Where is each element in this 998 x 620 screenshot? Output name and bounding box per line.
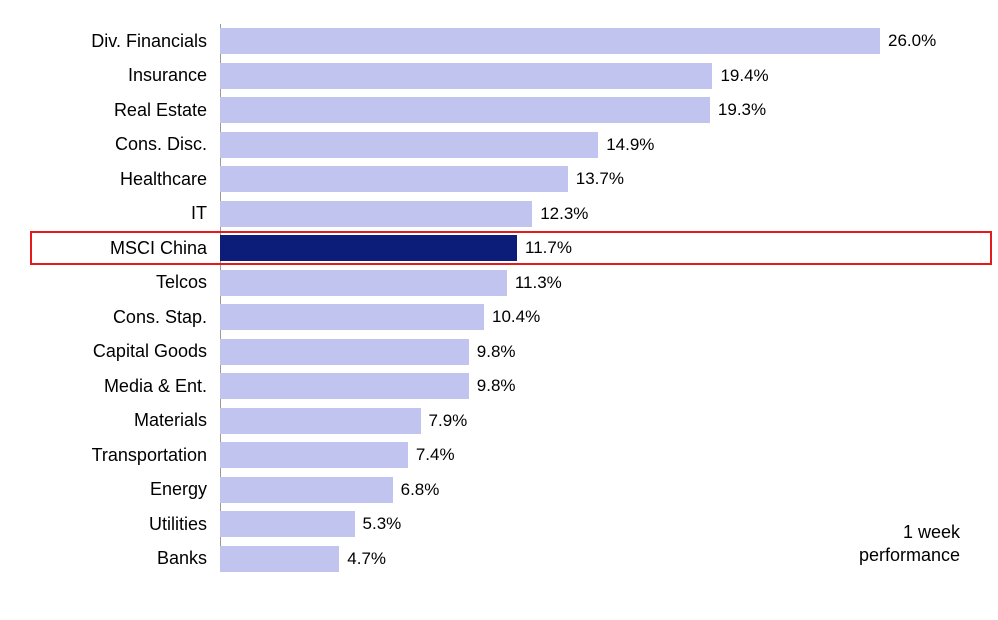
bar-highlighted [220,235,517,261]
chart-row: Media & Ent. 9.8% [20,369,978,404]
bar-area: 7.4% [220,438,978,473]
category-label: Banks [20,548,215,569]
category-label: Telcos [20,272,215,293]
chart-row: Cons. Stap. 10.4% [20,300,978,335]
legend-label: 1 week performance [859,521,960,566]
bar [220,511,355,537]
value-label: 13.7% [576,169,624,189]
bar [220,442,408,468]
category-label: Materials [20,410,215,431]
chart-row: Insurance 19.4% [20,59,978,94]
category-label: Div. Financials [20,31,215,52]
bar [220,97,710,123]
bar [220,270,507,296]
bar-area: 10.4% [220,300,978,335]
value-label: 6.8% [401,480,440,500]
chart-row: Transportation 7.4% [20,438,978,473]
bar [220,408,421,434]
value-label: 12.3% [540,204,588,224]
category-label: Media & Ent. [20,376,215,397]
bar-area: 14.9% [220,128,978,163]
bar [220,63,712,89]
bar-chart: Div. Financials 26.0% Insurance 19.4% Real E… [20,24,978,600]
bar [220,477,393,503]
bar-area: 9.8% [220,369,978,404]
bar [220,339,469,365]
chart-row: Materials 7.9% [20,404,978,439]
chart-row: MSCI China 11.7% [20,231,978,266]
category-label: Real Estate [20,100,215,121]
legend-line1: 1 week [903,522,960,542]
value-label: 4.7% [347,549,386,569]
chart-row: Utilities 5.3% [20,507,978,542]
bar-area: 26.0% [220,24,978,59]
value-label: 9.8% [477,376,516,396]
category-label: Cons. Stap. [20,307,215,328]
category-label: Insurance [20,65,215,86]
chart-row: Div. Financials 26.0% [20,24,978,59]
bar-area: 11.7% [220,231,978,266]
bar [220,546,339,572]
value-label: 19.4% [720,66,768,86]
category-label: Transportation [20,445,215,466]
value-label: 9.8% [477,342,516,362]
value-label: 14.9% [606,135,654,155]
bar-area: 11.3% [220,266,978,301]
bar-area: 6.8% [220,473,978,508]
value-label: 26.0% [888,31,936,51]
bar [220,201,532,227]
chart-rows: Div. Financials 26.0% Insurance 19.4% Real E… [20,24,978,576]
chart-row: Cons. Disc. 14.9% [20,128,978,163]
value-label: 7.4% [416,445,455,465]
category-label: Energy [20,479,215,500]
value-label: 5.3% [363,514,402,534]
value-label: 11.7% [525,238,572,258]
bar-area: 13.7% [220,162,978,197]
bar [220,166,568,192]
category-label: IT [20,203,215,224]
category-label: Cons. Disc. [20,134,215,155]
category-label: MSCI China [20,238,215,259]
chart-row: Real Estate 19.3% [20,93,978,128]
bar [220,304,484,330]
value-label: 19.3% [718,100,766,120]
bar [220,28,880,54]
bar-area: 19.3% [220,93,978,128]
chart-row: IT 12.3% [20,197,978,232]
bar-area: 7.9% [220,404,978,439]
category-label: Capital Goods [20,341,215,362]
chart-row: Healthcare 13.7% [20,162,978,197]
bar-area: 9.8% [220,335,978,370]
bar-area: 12.3% [220,197,978,232]
chart-row: Energy 6.8% [20,473,978,508]
value-label: 7.9% [429,411,468,431]
category-label: Utilities [20,514,215,535]
chart-row: Telcos 11.3% [20,266,978,301]
category-label: Healthcare [20,169,215,190]
value-label: 10.4% [492,307,540,327]
chart-row: Banks 4.7% [20,542,978,577]
bar [220,373,469,399]
bar [220,132,598,158]
chart-row: Capital Goods 9.8% [20,335,978,370]
legend-line2: performance [859,545,960,565]
value-label: 11.3% [515,273,562,293]
bar-area: 19.4% [220,59,978,94]
